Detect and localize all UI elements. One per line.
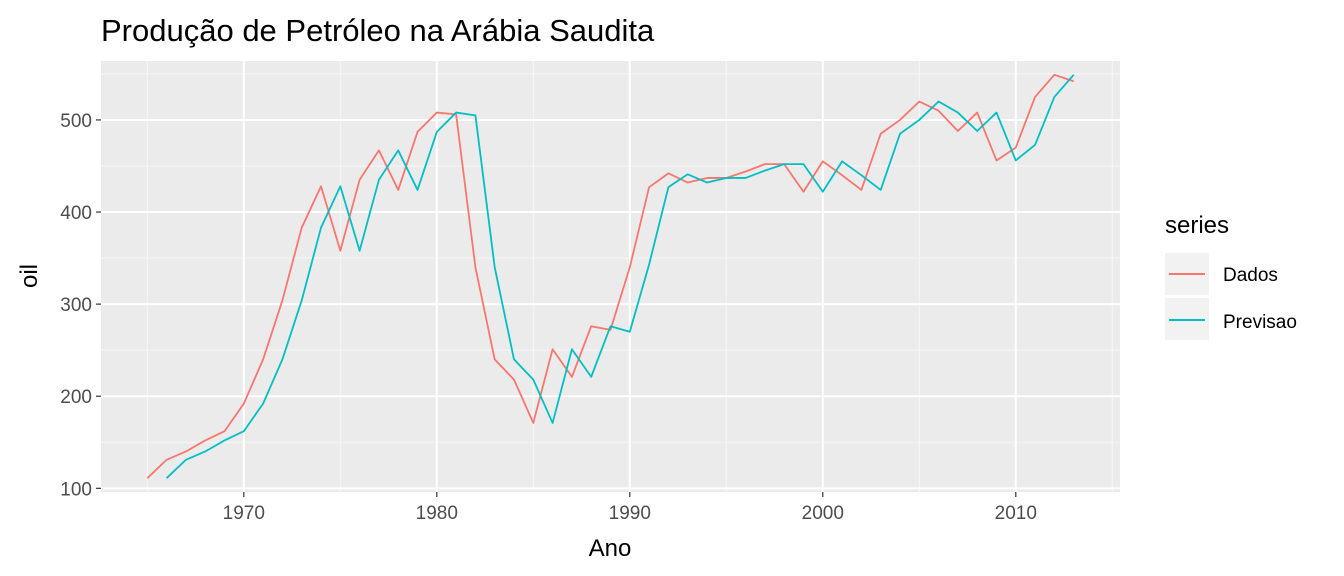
x-tick-label: 1970 xyxy=(223,503,265,524)
x-tick-label: 1980 xyxy=(416,503,458,524)
legend: series Dados Previsao xyxy=(1165,212,1297,340)
y-tick-label: 100 xyxy=(60,479,92,500)
legend-label-previsao: Previsao xyxy=(1223,312,1297,333)
plot-panel xyxy=(101,61,1120,492)
series-line-previsao xyxy=(165,74,1075,479)
y-axis: 100 200 300 400 500 xyxy=(60,111,101,500)
x-tick-label: 2010 xyxy=(995,503,1037,524)
y-tick-label: 300 xyxy=(60,295,92,316)
chart-title: Produção de Petróleo na Arábia Saudita xyxy=(101,13,655,48)
y-tick-label: 200 xyxy=(60,387,92,408)
y-tick-label: 400 xyxy=(60,203,92,224)
x-tick-label: 2000 xyxy=(802,503,844,524)
y-axis-title: oil xyxy=(16,264,43,288)
grid-minor xyxy=(101,61,1120,492)
x-axis-title: Ano xyxy=(589,535,632,562)
x-tick-label: 1990 xyxy=(609,503,651,524)
legend-label-dados: Dados xyxy=(1223,265,1278,286)
series-lines xyxy=(146,73,1075,479)
x-axis: 1970 1980 1990 2000 2010 xyxy=(223,492,1037,524)
y-tick-label: 500 xyxy=(60,111,92,132)
grid-major xyxy=(101,61,1120,492)
legend-title: series xyxy=(1165,212,1229,239)
series-line-dados xyxy=(146,73,1074,479)
